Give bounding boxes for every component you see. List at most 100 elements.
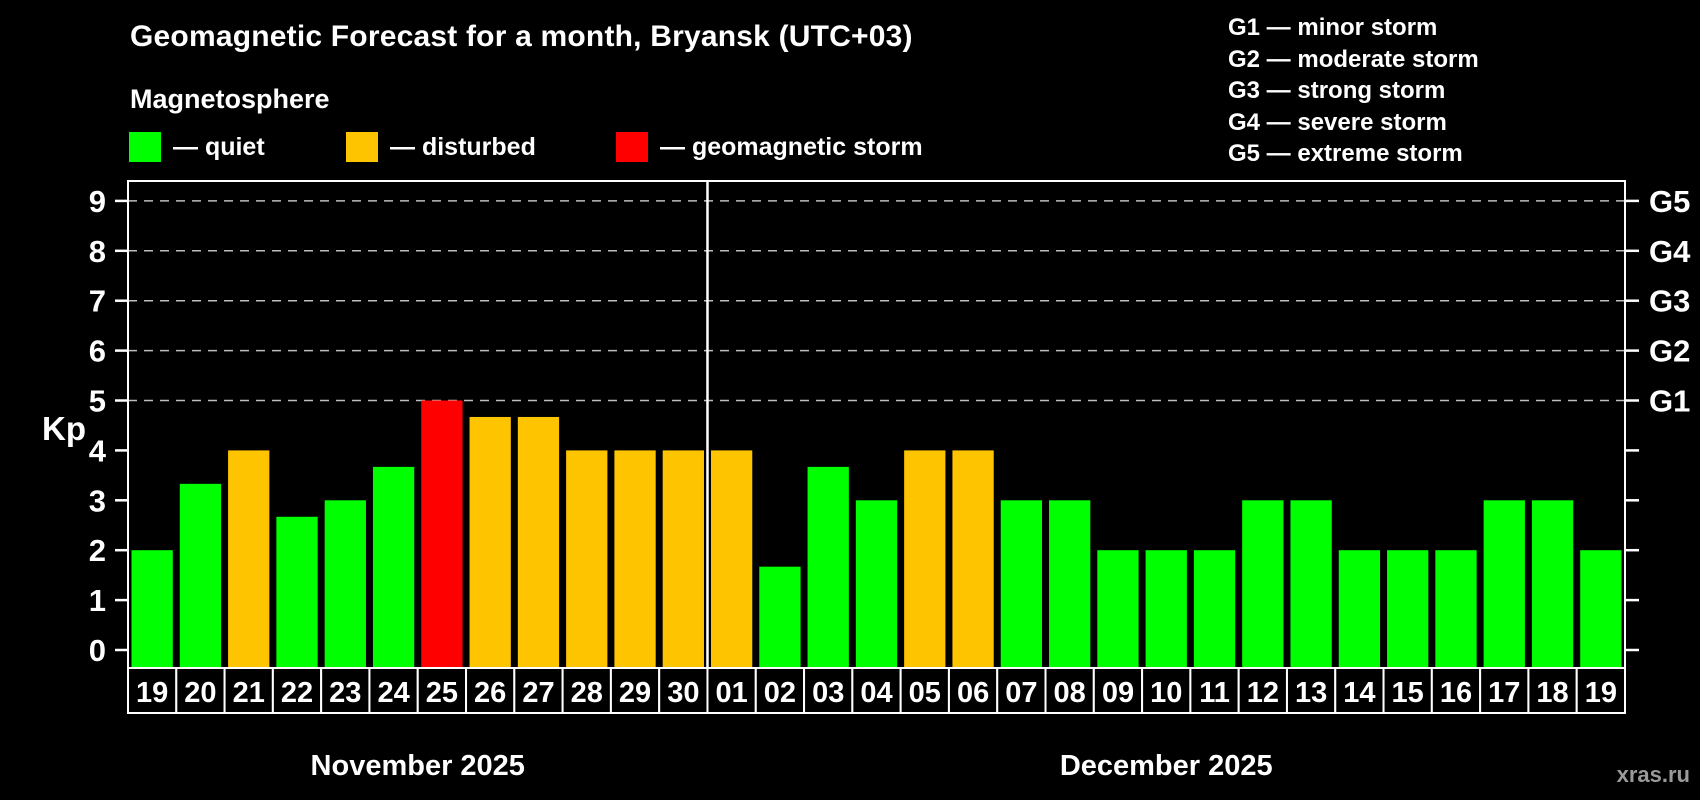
date-label: 13 [1295, 677, 1327, 709]
kp-bar-december-19 [1580, 550, 1622, 668]
kp-bar-december-16 [1435, 550, 1477, 668]
right-axis-label-g3: G3 [1649, 284, 1690, 319]
y-axis-tick-label-1: 1 [89, 583, 106, 618]
date-cell [996, 667, 1047, 714]
date-cell [368, 667, 419, 714]
date-label: 05 [909, 677, 941, 709]
date-label: 20 [184, 677, 216, 709]
y-axis-title: Kp [42, 410, 86, 447]
kp-bar-december-10 [1145, 550, 1187, 668]
kp-bar-november-29 [614, 450, 656, 668]
kp-bar-november-23 [324, 500, 366, 668]
kp-bar-december-18 [1531, 500, 1574, 668]
date-label: 29 [619, 677, 651, 709]
kp-bar-december-09 [1097, 550, 1139, 668]
date-label: 12 [1247, 677, 1279, 709]
date-label: 26 [474, 677, 506, 709]
kp-bar-december-13 [1290, 500, 1332, 668]
y-axis-tick-label-4: 4 [89, 433, 107, 468]
kp-bar-november-24 [372, 466, 415, 668]
date-label: 06 [957, 677, 989, 709]
date-label: 30 [667, 677, 699, 709]
kp-bar-november-21 [228, 450, 270, 668]
date-label: 08 [1054, 677, 1086, 709]
date-cell [223, 667, 274, 714]
date-label: 10 [1150, 677, 1182, 709]
kp-bar-december-12 [1242, 500, 1284, 668]
g-scale-legend: G1 — minor storm G2 — moderate storm G3 … [1228, 12, 1479, 170]
date-cell [1092, 667, 1144, 714]
date-label: 25 [426, 677, 458, 709]
date-cell [609, 667, 661, 714]
date-label: 15 [1392, 677, 1424, 709]
legend-item-quiet: — quiet [129, 131, 265, 163]
date-label: 23 [329, 677, 361, 709]
date-cell [706, 667, 757, 714]
date-label: 27 [522, 677, 554, 709]
date-cell [1189, 667, 1240, 714]
y-axis-tick-label-0: 0 [89, 633, 106, 668]
date-label: 11 [1199, 677, 1230, 709]
kp-bar-december-08 [1049, 500, 1091, 668]
g5-legend-line: G5 — extreme storm [1228, 140, 1463, 167]
right-axis-label-g2: G2 [1649, 334, 1690, 369]
date-cell [1044, 667, 1095, 714]
y-axis-tick-label-3: 3 [89, 483, 106, 518]
date-label: 14 [1343, 677, 1375, 709]
quiet-color-swatch [129, 132, 161, 162]
date-label: 19 [136, 677, 168, 709]
date-cell [754, 667, 806, 714]
kp-bar-november-27 [517, 416, 560, 668]
g2-legend-line: G2 — moderate storm [1228, 45, 1479, 73]
date-cell [1285, 667, 1337, 714]
y-axis-tick-label-6: 6 [89, 334, 106, 369]
g1-legend-line: G1 — minor storm [1228, 14, 1438, 41]
right-axis-label-g4: G4 [1649, 234, 1691, 269]
date-cell [1575, 667, 1627, 714]
disturbed-color-swatch [346, 132, 378, 162]
date-label: 24 [377, 677, 409, 709]
date-label: 02 [764, 677, 796, 709]
date-label: 18 [1536, 677, 1568, 709]
month-label-november: November 2025 [311, 750, 525, 782]
date-cell [320, 667, 371, 714]
date-label: 07 [1005, 677, 1037, 709]
legend-item-disturbed: — disturbed [346, 131, 536, 163]
disturbed-legend-label: — disturbed [390, 132, 536, 161]
y-axis-tick-label-9: 9 [89, 184, 106, 219]
storm-legend-label: — geomagnetic storm [660, 132, 923, 161]
kp-bar-november-26 [469, 416, 511, 668]
kp-bar-december-06 [952, 450, 994, 668]
kp-bar-december-03 [807, 466, 849, 668]
date-label: 03 [812, 677, 844, 709]
g4-legend-line: G4 — severe storm [1228, 108, 1447, 136]
kp-bar-december-05 [904, 450, 946, 668]
kp-bar-november-28 [566, 450, 608, 668]
storm-color-swatch [616, 132, 648, 162]
date-cell [1141, 667, 1192, 714]
kp-bar-december-07 [1000, 500, 1043, 668]
y-axis-tick-label-7: 7 [89, 284, 106, 319]
date-cell [658, 667, 709, 714]
y-axis-tick-label-8: 8 [89, 234, 106, 269]
kp-bar-december-01 [710, 450, 753, 668]
kp-bar-december-14 [1338, 550, 1381, 668]
kp-bar-november-20 [179, 483, 222, 668]
date-cell [465, 667, 516, 714]
kp-bar-november-25 [421, 400, 463, 668]
kp-bar-december-17 [1483, 500, 1525, 668]
date-label: 22 [281, 677, 313, 709]
kp-bar-december-11 [1193, 550, 1236, 668]
date-label: 04 [860, 677, 892, 709]
date-cell [1382, 667, 1433, 714]
date-cell [175, 667, 226, 714]
y-axis-tick-label-5: 5 [89, 384, 106, 419]
date-label: 19 [1585, 677, 1617, 709]
date-label: 09 [1102, 677, 1134, 709]
date-cell [513, 667, 564, 714]
y-axis-tick-label-2: 2 [89, 533, 106, 568]
kp-bar-november-19 [131, 550, 173, 668]
kp-bar-december-02 [759, 566, 801, 668]
